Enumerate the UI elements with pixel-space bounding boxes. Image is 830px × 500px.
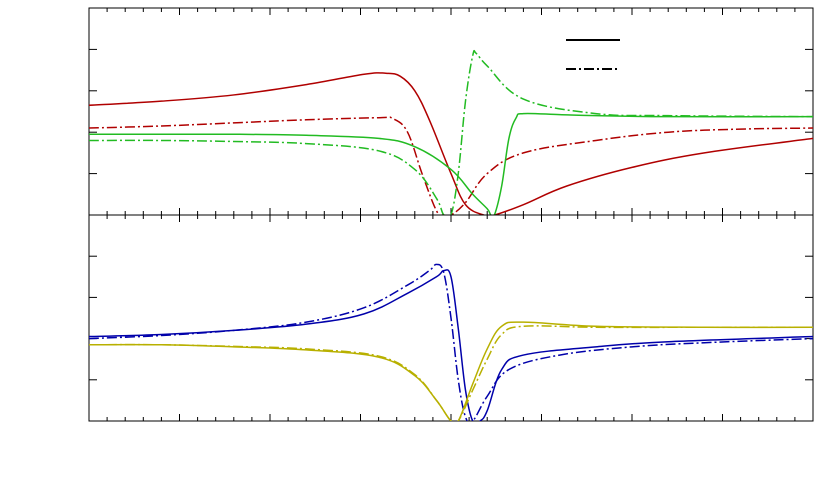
series-yellow-dashdot	[89, 325, 813, 421]
series-red-solid	[89, 72, 813, 215]
legend	[566, 39, 620, 70]
series-yellow-solid	[89, 321, 813, 421]
top-plot-frame	[88, 7, 814, 216]
top-panel	[88, 7, 814, 216]
series-blue-dashdot	[89, 263, 813, 421]
series-green-dashdot	[89, 49, 813, 215]
bottom-panel	[88, 214, 814, 422]
series-blue-solid	[89, 269, 813, 421]
series-red-dashdot	[89, 116, 813, 215]
series-green-solid	[89, 112, 813, 215]
